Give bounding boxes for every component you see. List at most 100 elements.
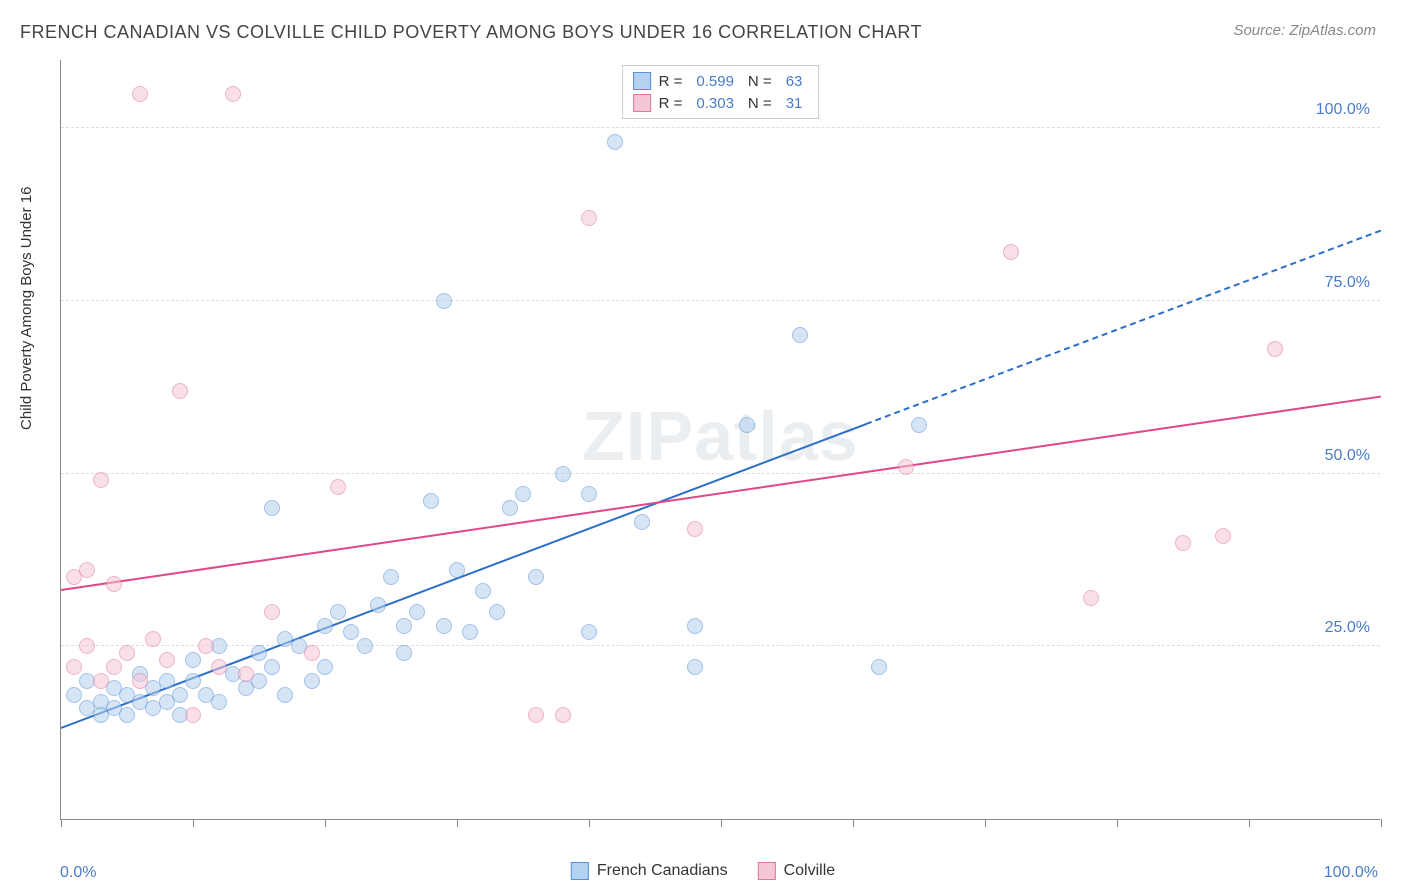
x-tick xyxy=(325,819,326,827)
data-point xyxy=(739,417,755,433)
n-label: N = xyxy=(748,95,772,112)
x-tick xyxy=(721,819,722,827)
data-point xyxy=(172,687,188,703)
data-point xyxy=(423,493,439,509)
data-point xyxy=(409,604,425,620)
data-point xyxy=(581,486,597,502)
data-point xyxy=(555,707,571,723)
n-label: N = xyxy=(748,73,772,90)
data-point xyxy=(185,652,201,668)
data-point xyxy=(304,645,320,661)
r-label: R = xyxy=(659,73,683,90)
data-point xyxy=(264,604,280,620)
data-point xyxy=(396,645,412,661)
data-point xyxy=(330,479,346,495)
data-point xyxy=(185,707,201,723)
legend-swatch xyxy=(571,862,589,880)
x-tick xyxy=(193,819,194,827)
data-point xyxy=(225,86,241,102)
data-point xyxy=(93,472,109,488)
data-point xyxy=(106,576,122,592)
y-tick-label: 75.0% xyxy=(1325,274,1370,292)
data-point xyxy=(185,673,201,689)
data-point xyxy=(436,618,452,634)
data-point xyxy=(357,638,373,654)
trend-line xyxy=(61,396,1381,591)
data-point xyxy=(106,659,122,675)
correlation-legend: R = 0.599 N = 63 R = 0.303 N = 31 xyxy=(622,65,820,119)
data-point xyxy=(119,645,135,661)
data-point xyxy=(211,659,227,675)
data-point xyxy=(607,134,623,150)
gridline xyxy=(61,473,1380,474)
data-point xyxy=(528,707,544,723)
legend-item: Colville xyxy=(758,862,836,880)
data-point xyxy=(634,514,650,530)
x-tick xyxy=(589,819,590,827)
x-axis-max-label: 100.0% xyxy=(1324,864,1378,882)
legend-swatch xyxy=(758,862,776,880)
data-point xyxy=(145,631,161,647)
data-point xyxy=(515,486,531,502)
data-point xyxy=(317,618,333,634)
chart-title: FRENCH CANADIAN VS COLVILLE CHILD POVERT… xyxy=(20,22,922,43)
chart-container: FRENCH CANADIAN VS COLVILLE CHILD POVERT… xyxy=(0,0,1406,892)
data-point xyxy=(396,618,412,634)
x-tick xyxy=(853,819,854,827)
series-legend: French Canadians Colville xyxy=(571,862,835,880)
data-point xyxy=(687,618,703,634)
legend-swatch xyxy=(633,72,651,90)
data-point xyxy=(132,86,148,102)
data-point xyxy=(93,673,109,689)
plot-area: ZIPatlas R = 0.599 N = 63 R = 0.303 N = 31 25.0… xyxy=(60,60,1380,820)
data-point xyxy=(330,604,346,620)
data-point xyxy=(528,569,544,585)
data-point xyxy=(172,383,188,399)
data-point xyxy=(436,293,452,309)
y-tick-label: 50.0% xyxy=(1325,447,1370,465)
data-point xyxy=(1267,341,1283,357)
data-point xyxy=(1003,244,1019,260)
series-label: French Canadians xyxy=(597,862,728,880)
series-label: Colville xyxy=(784,862,836,880)
x-tick xyxy=(985,819,986,827)
r-value: 0.599 xyxy=(696,73,734,90)
data-point xyxy=(502,500,518,516)
data-point xyxy=(238,666,254,682)
data-point xyxy=(449,562,465,578)
x-tick xyxy=(1249,819,1250,827)
data-point xyxy=(79,638,95,654)
data-point xyxy=(66,659,82,675)
data-point xyxy=(581,624,597,640)
x-tick xyxy=(1117,819,1118,827)
data-point xyxy=(159,673,175,689)
data-point xyxy=(198,638,214,654)
trend-line xyxy=(866,230,1381,425)
data-point xyxy=(370,597,386,613)
data-point xyxy=(1215,528,1231,544)
x-axis-min-label: 0.0% xyxy=(60,864,96,882)
watermark-text: ZIPatlas xyxy=(582,396,858,476)
x-tick xyxy=(1381,819,1382,827)
data-point xyxy=(383,569,399,585)
data-point xyxy=(462,624,478,640)
data-point xyxy=(264,500,280,516)
r-label: R = xyxy=(659,95,683,112)
data-point xyxy=(687,659,703,675)
data-point xyxy=(1175,535,1191,551)
data-point xyxy=(1083,590,1099,606)
legend-item: French Canadians xyxy=(571,862,728,880)
trend-line xyxy=(61,423,867,729)
n-value: 63 xyxy=(786,73,803,90)
y-tick-label: 25.0% xyxy=(1325,619,1370,637)
n-value: 31 xyxy=(786,95,803,112)
r-value: 0.303 xyxy=(696,95,734,112)
data-point xyxy=(79,562,95,578)
gridline xyxy=(61,127,1380,128)
data-point xyxy=(343,624,359,640)
legend-swatch xyxy=(633,94,651,112)
data-point xyxy=(132,673,148,689)
y-tick-label: 100.0% xyxy=(1316,101,1370,119)
data-point xyxy=(581,210,597,226)
legend-row: R = 0.303 N = 31 xyxy=(633,92,809,114)
